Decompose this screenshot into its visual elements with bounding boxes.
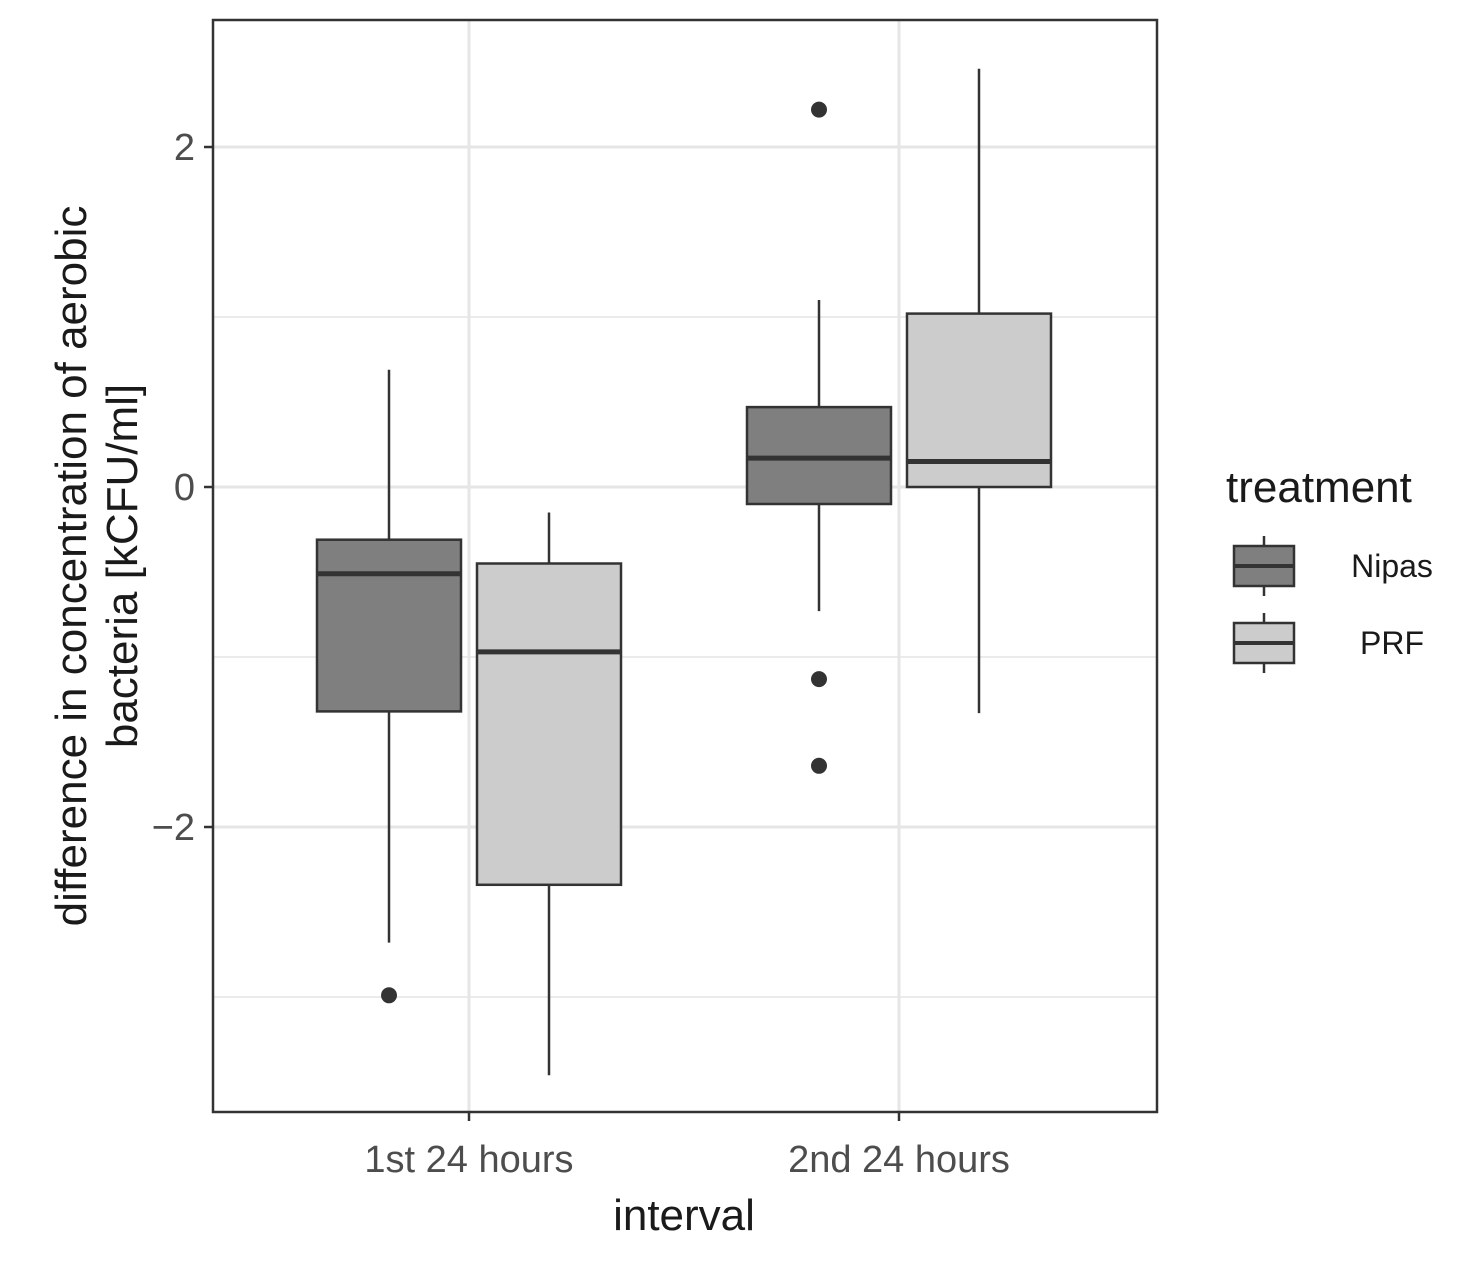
y-axis-title-line-1: difference in concentration of aerobic xyxy=(47,206,96,927)
legend-label: PRF xyxy=(1360,625,1424,661)
box-body xyxy=(745,405,893,506)
y-tick-label: 0 xyxy=(174,467,195,509)
box-nipas-1 xyxy=(315,369,463,1004)
box-body xyxy=(315,538,463,713)
box-prf-2 xyxy=(905,68,1053,714)
y-tick-label: 2 xyxy=(174,127,195,169)
legend-key-nipas: Nipas xyxy=(1232,536,1433,596)
outlier-point xyxy=(811,757,827,774)
boxes-layer xyxy=(315,68,1053,1076)
outlier-point xyxy=(811,101,827,118)
plot-border xyxy=(211,18,1159,1114)
x-tick-label: 2nd 24 hours xyxy=(788,1139,1010,1181)
outlier-point xyxy=(381,987,397,1004)
grid-lines xyxy=(213,20,1157,1112)
x-axis-title: interval xyxy=(613,1191,755,1240)
legend-label: Nipas xyxy=(1351,548,1433,584)
box-body xyxy=(475,562,623,887)
x-tick-label: 1st 24 hours xyxy=(364,1139,573,1181)
legend-key-prf: PRF xyxy=(1232,613,1424,673)
box-prf-1 xyxy=(475,512,623,1076)
box-nipas-2 xyxy=(745,101,893,774)
axes-layer: −2 0 2 1st 24 hours 2nd 24 hours xyxy=(152,127,1010,1181)
outlier-point xyxy=(811,671,827,688)
y-axis-title-line-2: bacteria [kCFU/ml] xyxy=(98,384,147,748)
legend-keys: Nipas PRF xyxy=(1232,536,1433,673)
y-tick-label: −2 xyxy=(152,807,195,849)
legend: treatment Nipas PRF xyxy=(1226,463,1433,673)
legend-title: treatment xyxy=(1226,463,1412,512)
box-body xyxy=(905,312,1053,489)
